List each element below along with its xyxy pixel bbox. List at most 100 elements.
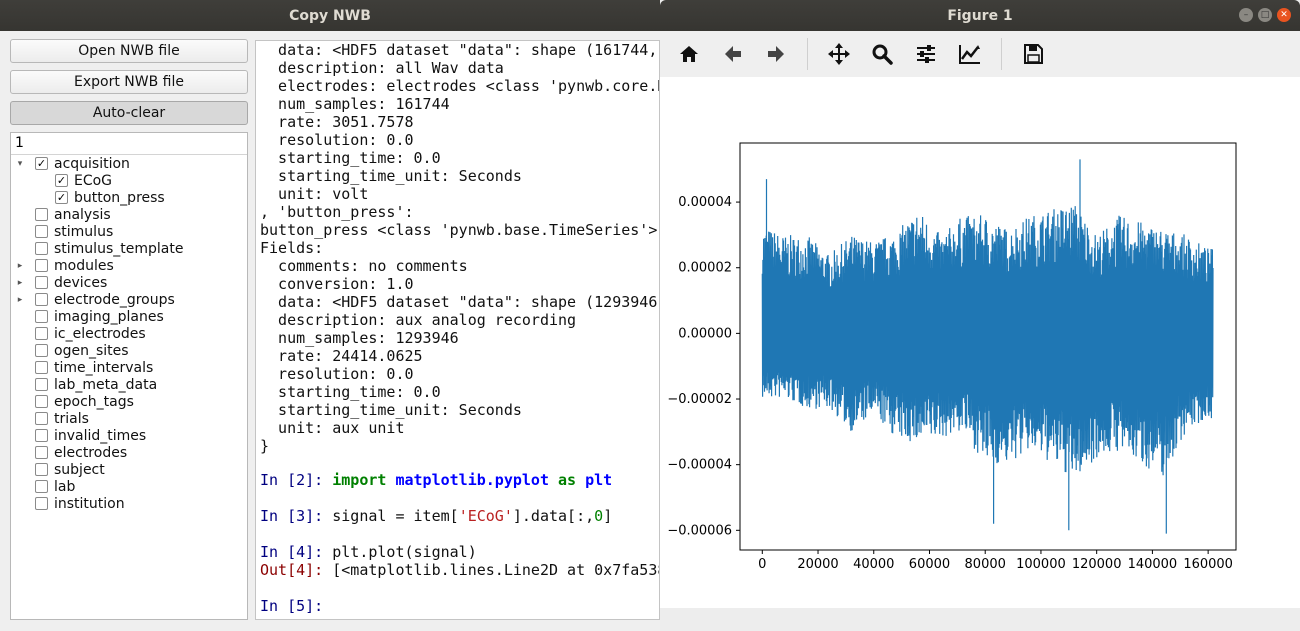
tree-item-checkbox[interactable]	[35, 497, 48, 510]
tree-item[interactable]: lab	[15, 478, 75, 495]
output-text: [<matplotlib.lines.Line2D at 0x7fa538	[332, 561, 660, 579]
tree-item[interactable]: stimulus_template	[15, 240, 183, 257]
console-line: conversion: 1.0	[260, 275, 414, 293]
y-tick-label: −0.00006	[667, 523, 732, 538]
pan-icon[interactable]	[823, 39, 855, 69]
tree-item[interactable]: stimulus	[15, 223, 113, 240]
tree-item[interactable]: lab_meta_data	[15, 376, 157, 393]
plot-canvas[interactable]: 0 20000 40000 60000 80000 100000 120000 140000 1…	[660, 77, 1300, 608]
tree-item-checkbox[interactable]	[35, 429, 48, 442]
tree-item-checkbox[interactable]	[35, 344, 48, 357]
expand-right-icon[interactable]: ▸	[17, 294, 23, 305]
forward-arrow-icon[interactable]	[760, 39, 792, 69]
console-line: data: <HDF5 dataset "data": shape (16174…	[260, 41, 658, 59]
tree-item-checkbox[interactable]: ✓	[55, 191, 68, 204]
close-icon[interactable]: ✕	[1277, 8, 1291, 22]
y-tick-label: −0.00004	[667, 458, 732, 473]
x-tick-label: 0	[758, 557, 766, 572]
tree-item-checkbox[interactable]	[35, 378, 48, 391]
save-icon[interactable]	[1017, 39, 1049, 69]
console-line: }	[260, 437, 270, 455]
figure-window: Figure 1 – □ ✕ 0 20000 40000 60000 80	[660, 0, 1300, 631]
export-nwb-file-button[interactable]: Export NWB file	[10, 70, 248, 94]
tree-item-label: subject	[54, 461, 105, 478]
tree-item[interactable]: time_intervals	[15, 359, 153, 376]
console-line: description: aux analog recording	[260, 311, 577, 329]
tree-item-checkbox[interactable]	[35, 293, 48, 306]
console-input-2: In [2]: import matplotlib.pyplot as plt	[260, 471, 612, 489]
tree-item[interactable]: ▾ ✓ acquisition	[15, 155, 130, 172]
tree-item[interactable]: ic_electrodes	[15, 325, 146, 342]
expand-down-icon[interactable]: ▾	[17, 158, 23, 169]
console-line: button_press <class 'pynwb.base.TimeSeri…	[260, 221, 658, 239]
ipython-console[interactable]: data: <HDF5 dataset "data": shape (16174…	[255, 40, 660, 620]
tree-item-label: button_press	[74, 189, 165, 206]
zoom-icon[interactable]	[866, 39, 898, 69]
console-line: resolution: 0.0	[260, 365, 414, 383]
tree-item-checkbox[interactable]	[35, 412, 48, 425]
tree-item[interactable]: ✓ ECoG	[35, 172, 112, 189]
input-prompt: In [4]:	[260, 543, 333, 561]
code-text: signal = item[	[332, 507, 459, 525]
tree-item-label: acquisition	[54, 155, 130, 172]
tree-item-checkbox[interactable]: ✓	[35, 157, 48, 170]
tree-item-checkbox[interactable]	[35, 327, 48, 340]
console-line: description: all Wav data	[260, 59, 504, 77]
tree-item-label: devices	[54, 274, 108, 291]
code-text: ]	[603, 507, 613, 525]
edit-axes-icon[interactable]	[954, 39, 986, 69]
tree-item-checkbox[interactable]	[35, 276, 48, 289]
tree-item[interactable]: ▸ modules	[15, 257, 114, 274]
console-line: Fields:	[260, 239, 324, 257]
tree-item-checkbox[interactable]	[35, 259, 48, 272]
tree-item-label: electrode_groups	[54, 291, 175, 308]
tree-item[interactable]: imaging_planes	[15, 308, 164, 325]
string-literal: 'ECoG'	[458, 507, 513, 525]
output-prompt: Out[4]:	[260, 561, 333, 579]
number-literal: 0	[594, 507, 604, 525]
tree-item-checkbox[interactable]	[35, 395, 48, 408]
tree-item-checkbox[interactable]	[35, 208, 48, 221]
tree-item[interactable]: trials	[15, 410, 89, 427]
tree-item[interactable]: ▸ devices	[15, 274, 108, 291]
tree-item-checkbox[interactable]: ✓	[55, 174, 68, 187]
tree-item[interactable]: institution	[15, 495, 125, 512]
home-icon[interactable]	[673, 39, 705, 69]
x-tick-label: 120000	[1072, 557, 1122, 572]
maximize-icon[interactable]: □	[1258, 8, 1272, 22]
tree-item[interactable]: ▸ electrode_groups	[15, 291, 175, 308]
tree-item[interactable]: ogen_sites	[15, 342, 129, 359]
tree-item[interactable]: ✓ button_press	[35, 189, 165, 206]
console-input-5[interactable]: In [5]:	[260, 597, 332, 615]
tree-item-label: lab	[54, 478, 76, 495]
console-line: rate: 24414.0625	[260, 347, 423, 365]
module-alias: plt	[585, 471, 613, 489]
tree-item-checkbox[interactable]	[35, 463, 48, 476]
tree-item-checkbox[interactable]	[35, 310, 48, 323]
tree-item[interactable]: analysis	[15, 206, 111, 223]
auto-clear-button[interactable]: Auto-clear	[10, 101, 248, 125]
tree-item-checkbox[interactable]	[35, 242, 48, 255]
tree-item[interactable]: subject	[15, 461, 105, 478]
subplots-icon[interactable]	[910, 39, 942, 69]
tree-item-label: ECoG	[74, 172, 113, 189]
nwb-tree: 1 ▾ ✓ acquisition ✓ ECoG ✓ button_press analysi…	[10, 132, 248, 620]
back-arrow-icon[interactable]	[717, 39, 749, 69]
tree-item-label: time_intervals	[54, 359, 154, 376]
tree-item-checkbox[interactable]	[35, 480, 48, 493]
open-nwb-file-button[interactable]: Open NWB file	[10, 39, 248, 63]
tree-item-checkbox[interactable]	[35, 446, 48, 459]
tree-item-label: ogen_sites	[54, 342, 129, 359]
expand-right-icon[interactable]: ▸	[17, 260, 23, 271]
tree-item[interactable]: invalid_times	[15, 427, 146, 444]
tree-item[interactable]: epoch_tags	[15, 393, 134, 410]
tree-item[interactable]: electrodes	[15, 444, 127, 461]
minimize-icon[interactable]: –	[1239, 8, 1253, 22]
tree-item-label: institution	[54, 495, 125, 512]
y-tick-label: −0.00002	[667, 392, 732, 407]
expand-right-icon[interactable]: ▸	[17, 277, 23, 288]
tree-item-checkbox[interactable]	[35, 225, 48, 238]
console-line: electrodes: electrodes <class 'pynwb.cor…	[260, 77, 660, 95]
tree-item-checkbox[interactable]	[35, 361, 48, 374]
code-text: ].data[:,	[512, 507, 595, 525]
